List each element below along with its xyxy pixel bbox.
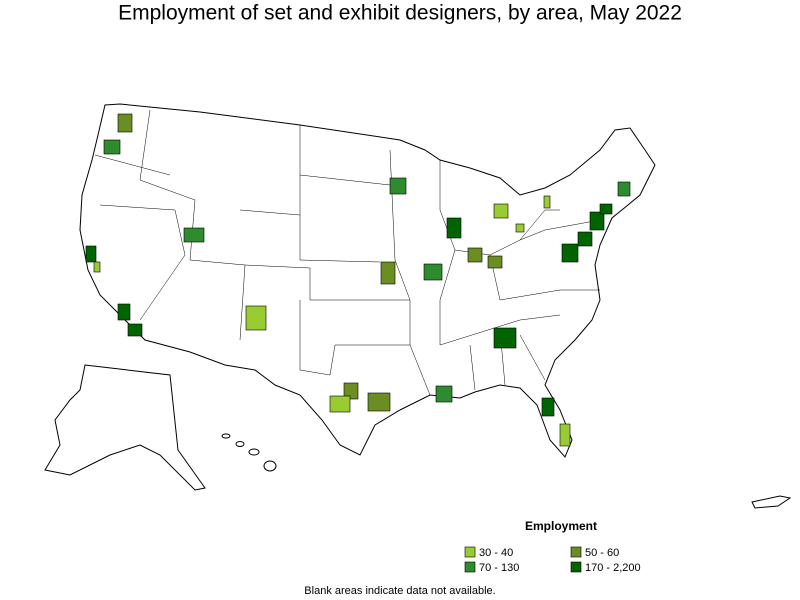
employment-area	[117, 113, 133, 133]
map	[44, 103, 792, 509]
employment-area	[515, 223, 525, 233]
employment-area	[329, 395, 351, 413]
legend-swatch	[570, 546, 582, 558]
employment-area	[343, 382, 359, 400]
employment-area	[493, 327, 517, 349]
employment-area	[493, 203, 509, 219]
note: Blank areas indicate data not available.	[304, 585, 495, 597]
employment-area	[245, 305, 267, 331]
employment-area	[446, 217, 462, 239]
employment-area	[93, 261, 101, 273]
employment-area	[617, 181, 631, 197]
employment-area	[103, 139, 121, 155]
employment-area	[423, 263, 443, 281]
employment-area	[577, 231, 593, 247]
employment-area	[561, 243, 579, 263]
employment-area	[467, 247, 483, 263]
legend: Employment 30 - 40 50 - 60 70 - 130 170 - 2…	[464, 519, 641, 574]
employment-area	[543, 195, 551, 209]
legend-label: 50 - 60	[585, 547, 619, 559]
employment-area	[487, 255, 503, 269]
employment-area	[559, 423, 571, 447]
legend-title: Employment	[525, 519, 597, 533]
employment-area	[117, 303, 131, 321]
employment-area	[589, 211, 605, 231]
puerto-rico	[751, 495, 792, 509]
legend-swatch	[464, 561, 476, 573]
employment-areas	[85, 113, 631, 447]
employment-area	[599, 203, 613, 215]
legend-label: 70 - 130	[479, 562, 519, 574]
legend-swatch	[570, 561, 582, 573]
alaska	[44, 364, 206, 491]
hawaii	[221, 433, 277, 472]
employment-area	[541, 397, 555, 417]
employment-area	[183, 227, 205, 243]
employment-area	[435, 385, 453, 403]
legend-label: 170 - 2,200	[585, 562, 641, 574]
employment-area	[367, 392, 391, 412]
employment-area	[127, 323, 143, 337]
title: Employment of set and exhibit designers,…	[118, 2, 682, 25]
legend-swatch	[464, 546, 476, 558]
employment-area	[85, 245, 97, 263]
legend-label: 30 - 40	[479, 547, 513, 559]
legend-items: 30 - 40 50 - 60 70 - 130 170 - 2,200	[464, 546, 641, 574]
employment-area	[389, 177, 407, 195]
employment-area	[380, 261, 396, 285]
